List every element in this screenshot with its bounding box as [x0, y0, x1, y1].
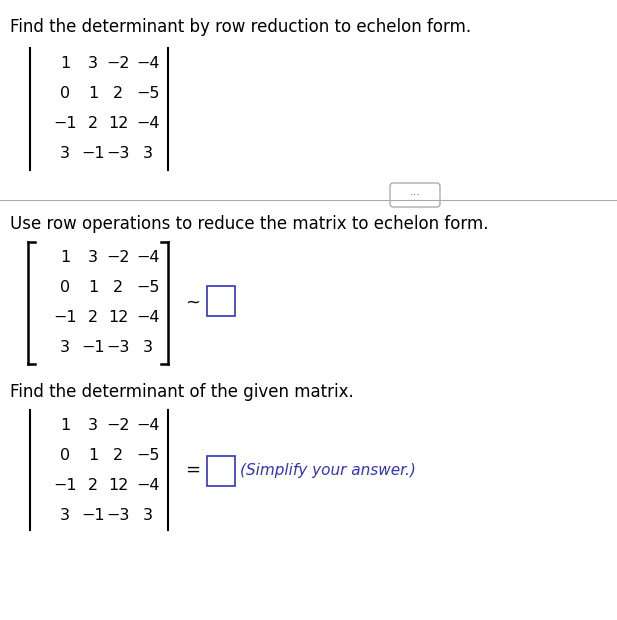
Text: −2: −2	[106, 417, 130, 433]
Text: 2: 2	[113, 280, 123, 296]
Text: −2: −2	[106, 56, 130, 71]
Text: −1: −1	[81, 146, 105, 161]
Text: 12: 12	[108, 311, 128, 326]
Text: 0: 0	[60, 280, 70, 296]
Text: −4: −4	[136, 417, 160, 433]
Text: ~: ~	[186, 294, 201, 312]
Text: −4: −4	[136, 250, 160, 265]
Text: 2: 2	[88, 311, 98, 326]
Text: −1: −1	[53, 115, 77, 130]
Bar	[207, 456, 235, 486]
Text: 1: 1	[60, 56, 70, 71]
Text: 3: 3	[88, 56, 98, 71]
Text: 1: 1	[88, 448, 98, 463]
Text: 12: 12	[108, 115, 128, 130]
Text: 0: 0	[60, 448, 70, 463]
Text: −4: −4	[136, 56, 160, 71]
Text: 3: 3	[60, 340, 70, 355]
Text: −5: −5	[136, 448, 160, 463]
Text: 1: 1	[60, 250, 70, 265]
Text: −4: −4	[136, 115, 160, 130]
Text: 3: 3	[143, 146, 153, 161]
Text: (Simplify your answer.): (Simplify your answer.)	[240, 464, 416, 479]
Text: 3: 3	[88, 250, 98, 265]
Text: −5: −5	[136, 86, 160, 100]
Text: −1: −1	[53, 311, 77, 326]
Text: 3: 3	[60, 508, 70, 523]
Text: −1: −1	[53, 477, 77, 492]
Text: 1: 1	[88, 280, 98, 296]
Text: 3: 3	[60, 146, 70, 161]
Text: 2: 2	[88, 477, 98, 492]
Text: 3: 3	[88, 417, 98, 433]
Text: −1: −1	[81, 340, 105, 355]
Text: 2: 2	[113, 448, 123, 463]
Text: −1: −1	[81, 508, 105, 523]
Text: 1: 1	[60, 417, 70, 433]
Text: −4: −4	[136, 311, 160, 326]
Text: 2: 2	[113, 86, 123, 100]
Bar	[207, 286, 235, 316]
Text: 1: 1	[88, 86, 98, 100]
Text: Use row operations to reduce the matrix to echelon form.: Use row operations to reduce the matrix …	[10, 215, 489, 233]
Text: 3: 3	[143, 508, 153, 523]
Text: =: =	[186, 461, 201, 479]
Text: 3: 3	[143, 340, 153, 355]
Text: −4: −4	[136, 477, 160, 492]
Text: 0: 0	[60, 86, 70, 100]
FancyBboxPatch shape	[390, 183, 440, 207]
Text: 2: 2	[88, 115, 98, 130]
Text: −3: −3	[106, 146, 130, 161]
Text: Find the determinant by row reduction to echelon form.: Find the determinant by row reduction to…	[10, 18, 471, 36]
Text: 12: 12	[108, 477, 128, 492]
Text: −3: −3	[106, 508, 130, 523]
Text: ···: ···	[410, 190, 420, 200]
Text: Find the determinant of the given matrix.: Find the determinant of the given matrix…	[10, 383, 354, 401]
Text: −5: −5	[136, 280, 160, 296]
Text: −3: −3	[106, 340, 130, 355]
Text: −2: −2	[106, 250, 130, 265]
